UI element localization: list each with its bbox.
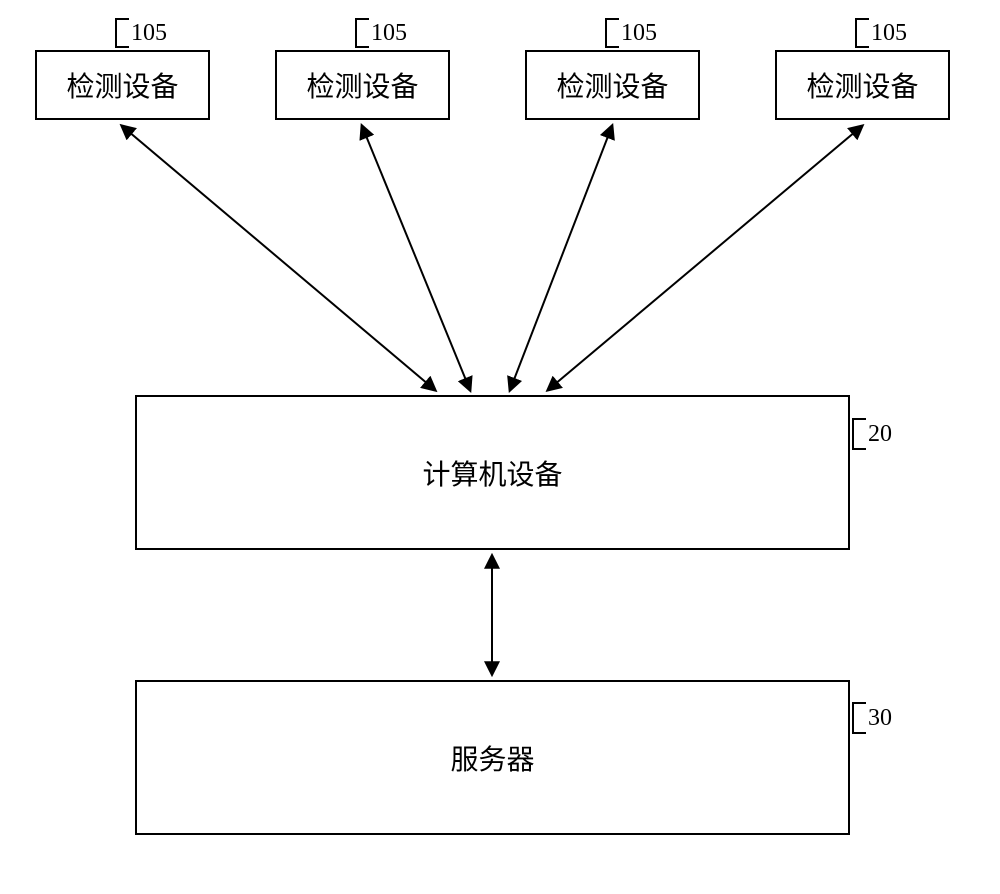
detector-box-3: 检测设备 [525,50,700,120]
ref-text-1: 105 [131,20,167,47]
ref-label-30: 30 [852,702,894,734]
ref-label-105-3: 105 [605,18,659,48]
ref-text-3: 105 [621,20,657,47]
ref-text-4: 105 [871,20,907,47]
edge-d2-computer [362,126,470,390]
ref-label-105-4: 105 [855,18,909,48]
ref-text-5: 20 [868,421,892,448]
detector-label-2: 检测设备 [306,65,418,105]
edge-d1-computer [122,126,435,390]
detector-label-1: 检测设备 [66,65,178,105]
detector-box-4: 检测设备 [775,50,950,120]
ref-label-20: 20 [852,418,894,450]
computer-box: 计算机设备 [135,395,850,550]
detector-label-3: 检测设备 [556,65,668,105]
edge-d4-computer [548,126,862,390]
detector-label-4: 检测设备 [806,65,918,105]
ref-label-105-1: 105 [115,18,169,48]
ref-text-6: 30 [868,705,892,732]
detector-box-2: 检测设备 [275,50,450,120]
server-label: 服务器 [450,738,534,778]
ref-text-2: 105 [371,20,407,47]
ref-label-105-2: 105 [355,18,409,48]
computer-label: 计算机设备 [422,453,562,493]
detector-box-1: 检测设备 [35,50,210,120]
edge-d3-computer [510,126,612,390]
server-box: 服务器 [135,680,850,835]
